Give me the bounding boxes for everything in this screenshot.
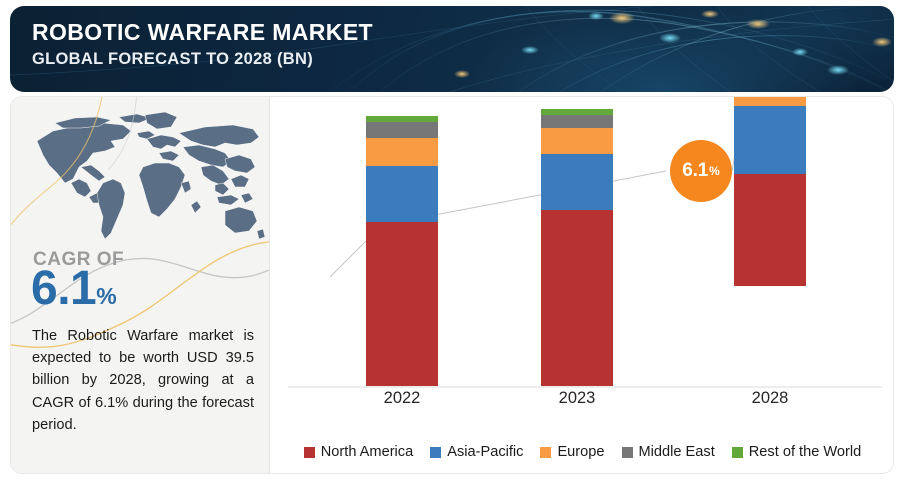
summary-description: The Robotic Warfare market is expected t…: [32, 328, 254, 433]
cagr-number: 6.1: [31, 262, 97, 315]
x-axis-label-2023: 2023: [558, 389, 596, 407]
network-pattern-icon: [10, 6, 894, 92]
bar-segment-asia-pacific-2023: [541, 154, 613, 210]
bar-segment-north-america-2023: [541, 210, 613, 386]
page-title: ROBOTIC WARFARE MARKET: [32, 19, 374, 45]
cagr-callout-bubble: 6.1%: [670, 140, 732, 202]
header-banner: ROBOTIC WARFARE MARKET GLOBAL FORECAST T…: [10, 6, 894, 92]
chart-legend: North America Asia-Pacific Europe Middle…: [270, 437, 893, 467]
legend-label: Rest of the World: [748, 444, 862, 460]
x-axis-label-2022: 2022: [383, 389, 421, 407]
legend-label: Middle East: [638, 444, 715, 460]
cagr-callout-percent: %: [709, 164, 720, 178]
cagr-value: 6.1%: [31, 265, 117, 313]
bar-segment-asia-pacific-2022: [366, 166, 438, 222]
bar-segment-europe-2023: [541, 128, 613, 154]
cagr-percent-sign: %: [96, 283, 117, 309]
legend-item-rest-of-the-world[interactable]: Rest of the World: [731, 444, 862, 460]
legend-item-asia-pacific[interactable]: Asia-Pacific: [430, 444, 523, 460]
page-subtitle: GLOBAL FORECAST TO 2028 (BN): [32, 50, 313, 69]
cagr-label: CAGR OF: [33, 249, 125, 270]
bar-segment-rest-of-world-2022: [366, 116, 438, 122]
bar-segment-asia-pacific-2028: [734, 106, 806, 174]
world-map-icon: [36, 111, 265, 240]
legend-item-north-america[interactable]: North America: [303, 444, 414, 460]
x-axis-labels: 2022 2023 2028: [270, 389, 893, 419]
panel-divider: [269, 97, 270, 473]
bar-segment-north-america-2022: [366, 222, 438, 386]
content-panel: CAGR OF 6.1% The Robotic Warfare market …: [10, 96, 894, 474]
bar-segment-rest-of-world-2023: [541, 109, 613, 115]
bar-segment-europe-2028: [734, 97, 806, 106]
x-axis-label-2028: 2028: [751, 389, 789, 407]
bar-group-2028: [734, 97, 806, 286]
legend-label: Europe: [557, 444, 605, 460]
legend-swatch-icon: [731, 446, 743, 458]
legend-swatch-icon: [621, 446, 633, 458]
legend-item-middle-east[interactable]: Middle East: [621, 444, 715, 460]
cagr-callout-value: 6.1: [682, 160, 709, 181]
chart-canvas: [288, 97, 882, 388]
bar-segment-north-america-2028: [734, 174, 806, 286]
bar-group-2023: [541, 109, 613, 386]
stacked-bar-chart: 6.1% 2022 2023 2028: [270, 97, 893, 473]
summary-panel: CAGR OF 6.1% The Robotic Warfare market …: [11, 97, 269, 473]
legend-swatch-icon: [303, 446, 315, 458]
bar-segment-middle-east-2023: [541, 115, 613, 128]
legend-label: Asia-Pacific: [447, 444, 524, 460]
bar-segment-europe-2022: [366, 138, 438, 166]
legend-swatch-icon: [430, 446, 442, 458]
legend-item-europe[interactable]: Europe: [540, 444, 605, 460]
legend-swatch-icon: [540, 446, 552, 458]
header-text-group: ROBOTIC WARFARE MARKET GLOBAL FORECAST T…: [32, 19, 373, 69]
bar-segment-middle-east-2022: [366, 122, 438, 138]
bar-group-2022: [366, 116, 438, 386]
legend-label: North America: [320, 444, 414, 460]
